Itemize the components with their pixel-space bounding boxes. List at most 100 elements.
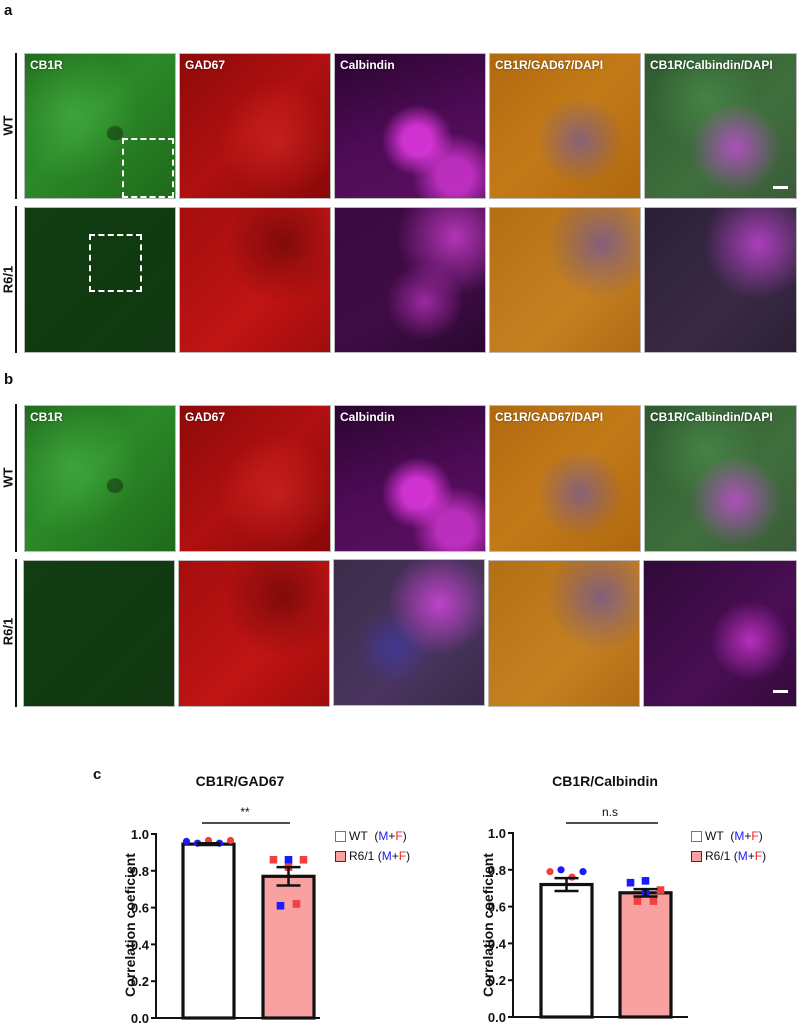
micrograph-b-wt-gad67: GAD67	[179, 405, 331, 552]
y-tick-label: 0.2	[131, 974, 149, 989]
channel-label: CB1R	[30, 410, 63, 424]
legend-paren: )	[406, 849, 411, 863]
legend-swatch-wt	[691, 830, 702, 842]
legend-female: F	[395, 829, 403, 843]
micrograph-a-wt-calbindin: Calbindin	[334, 53, 486, 199]
panel-b-letter: b	[4, 371, 14, 388]
micrograph-b-r61-cb1r	[23, 560, 175, 707]
data-point	[641, 877, 650, 885]
legend-label: WT	[349, 829, 368, 843]
row-bracket-a-r61	[15, 206, 17, 353]
legend-male: M	[381, 849, 392, 863]
chart2-title: CB1R/Calbindin	[552, 773, 658, 789]
legend-label: WT	[705, 829, 724, 843]
bar-r61	[618, 891, 673, 1019]
y-tick-label: 1.0	[488, 826, 506, 841]
legend-item-r61: R6/1 (M + F)	[335, 846, 410, 866]
legend-paren: )	[758, 829, 763, 843]
y-tick-label: 0.4	[131, 937, 150, 952]
micrograph-a-wt-merge-gad67: CB1R/GAD67/DAPI	[489, 53, 641, 199]
legend-label: R6/1	[349, 849, 375, 863]
legend-paren: )	[762, 849, 767, 863]
legend-item-wt: WT (M + F)	[335, 826, 410, 846]
roi-dashed-box	[89, 234, 142, 292]
legend-label: R6/1	[705, 849, 731, 863]
row-bracket-a-wt	[15, 53, 17, 199]
data-point	[626, 878, 635, 887]
chart1-title: CB1R/GAD67	[195, 773, 285, 789]
y-tick-label: 0.6	[131, 901, 149, 916]
chart1-legend: WT (M + F) R6/1 (M + F)	[335, 826, 410, 866]
channel-label: GAD67	[185, 58, 226, 72]
scale-bar	[773, 186, 788, 189]
micrograph-a-r61-cb1r	[24, 207, 176, 353]
chart1-significance: **	[240, 805, 250, 819]
row-bracket-b-r61	[15, 559, 17, 707]
legend-female: F	[751, 829, 759, 843]
legend-paren: (	[374, 829, 379, 843]
legend-female: F	[754, 849, 763, 863]
micrograph-a-wt-gad67: GAD67	[179, 53, 331, 199]
micrograph-a-r61-merge-gad67	[489, 207, 641, 353]
data-point	[579, 868, 587, 876]
y-tick-label: 1.0	[131, 827, 149, 842]
legend-male: M	[737, 849, 748, 863]
legend-paren: (	[377, 849, 382, 863]
micrograph-a-r61-merge-calbindin	[644, 207, 797, 353]
y-tick-label: 0.6	[488, 900, 506, 915]
data-point	[284, 855, 293, 864]
micrograph-b-wt-calbindin: Calbindin	[334, 405, 486, 552]
data-point	[292, 900, 301, 908]
channel-label: GAD67	[185, 410, 226, 424]
data-point	[269, 855, 278, 864]
micrograph-b-r61-calbindin	[333, 559, 485, 706]
y-tick-label: 0.8	[131, 864, 149, 879]
data-point	[649, 897, 658, 905]
micrograph-b-wt-merge-calbindin: CB1R/Calbindin/DAPI	[644, 405, 797, 552]
data-point	[546, 868, 554, 876]
y-tick-label: 0.2	[488, 973, 506, 988]
chart1-plot: 0.0 0.2 0.4 0.6 0.8 1.0	[131, 822, 320, 1023]
channel-label: CB1R/GAD67/DAPI	[495, 410, 604, 424]
row-label-a-wt: WT	[0, 115, 16, 136]
data-point	[633, 897, 642, 905]
legend-female: F	[398, 849, 407, 863]
chart2-plot: 0.0 0.2 0.4 0.6 0.8 1.0	[488, 822, 688, 1023]
channel-label: CB1R/GAD67/DAPI	[495, 58, 604, 72]
y-tick-label: 0.0	[488, 1010, 506, 1023]
panel-a-letter: a	[4, 2, 13, 19]
row-label-b-wt: WT	[0, 467, 16, 488]
legend-swatch-r61	[691, 850, 702, 862]
micrograph-b-r61-merge-gad67	[488, 560, 640, 707]
legend-plus: +	[747, 849, 755, 863]
legend-item-wt: WT (M + F)	[691, 826, 766, 846]
data-point	[299, 855, 308, 864]
data-point	[226, 836, 235, 845]
micrograph-b-wt-merge-gad67: CB1R/GAD67/DAPI	[489, 405, 641, 552]
legend-plus: +	[744, 829, 752, 843]
bar-wt	[181, 842, 236, 1020]
data-point	[656, 886, 665, 894]
y-tick-label: 0.8	[488, 863, 506, 878]
legend-male: M	[734, 829, 745, 843]
chart2-legend: WT (M + F) R6/1 (M + F)	[691, 826, 766, 866]
legend-paren: (	[730, 829, 735, 843]
data-point	[276, 901, 285, 910]
bar-wt	[539, 882, 594, 1019]
y-tick-label: 0.0	[131, 1011, 149, 1023]
legend-swatch-wt	[335, 830, 346, 842]
row-label-a-r61: R6/1	[0, 265, 16, 294]
micrograph-b-r61-merge-calbindin	[643, 560, 797, 707]
bar-r61	[261, 874, 316, 1020]
channel-label: CB1R/Calbindin/DAPI	[650, 58, 773, 72]
channel-label: CB1R/Calbindin/DAPI	[650, 410, 773, 424]
micrograph-a-r61-gad67	[179, 207, 331, 353]
legend-item-r61: R6/1 (M + F)	[691, 846, 766, 866]
legend-male: M	[378, 829, 389, 843]
channel-label: Calbindin	[340, 410, 395, 424]
micrograph-a-wt-cb1r: CB1R	[24, 53, 176, 199]
channel-label: Calbindin	[340, 58, 395, 72]
channel-label: CB1R	[30, 58, 63, 72]
y-tick-label: 0.4	[488, 936, 507, 951]
scale-bar	[773, 690, 788, 693]
